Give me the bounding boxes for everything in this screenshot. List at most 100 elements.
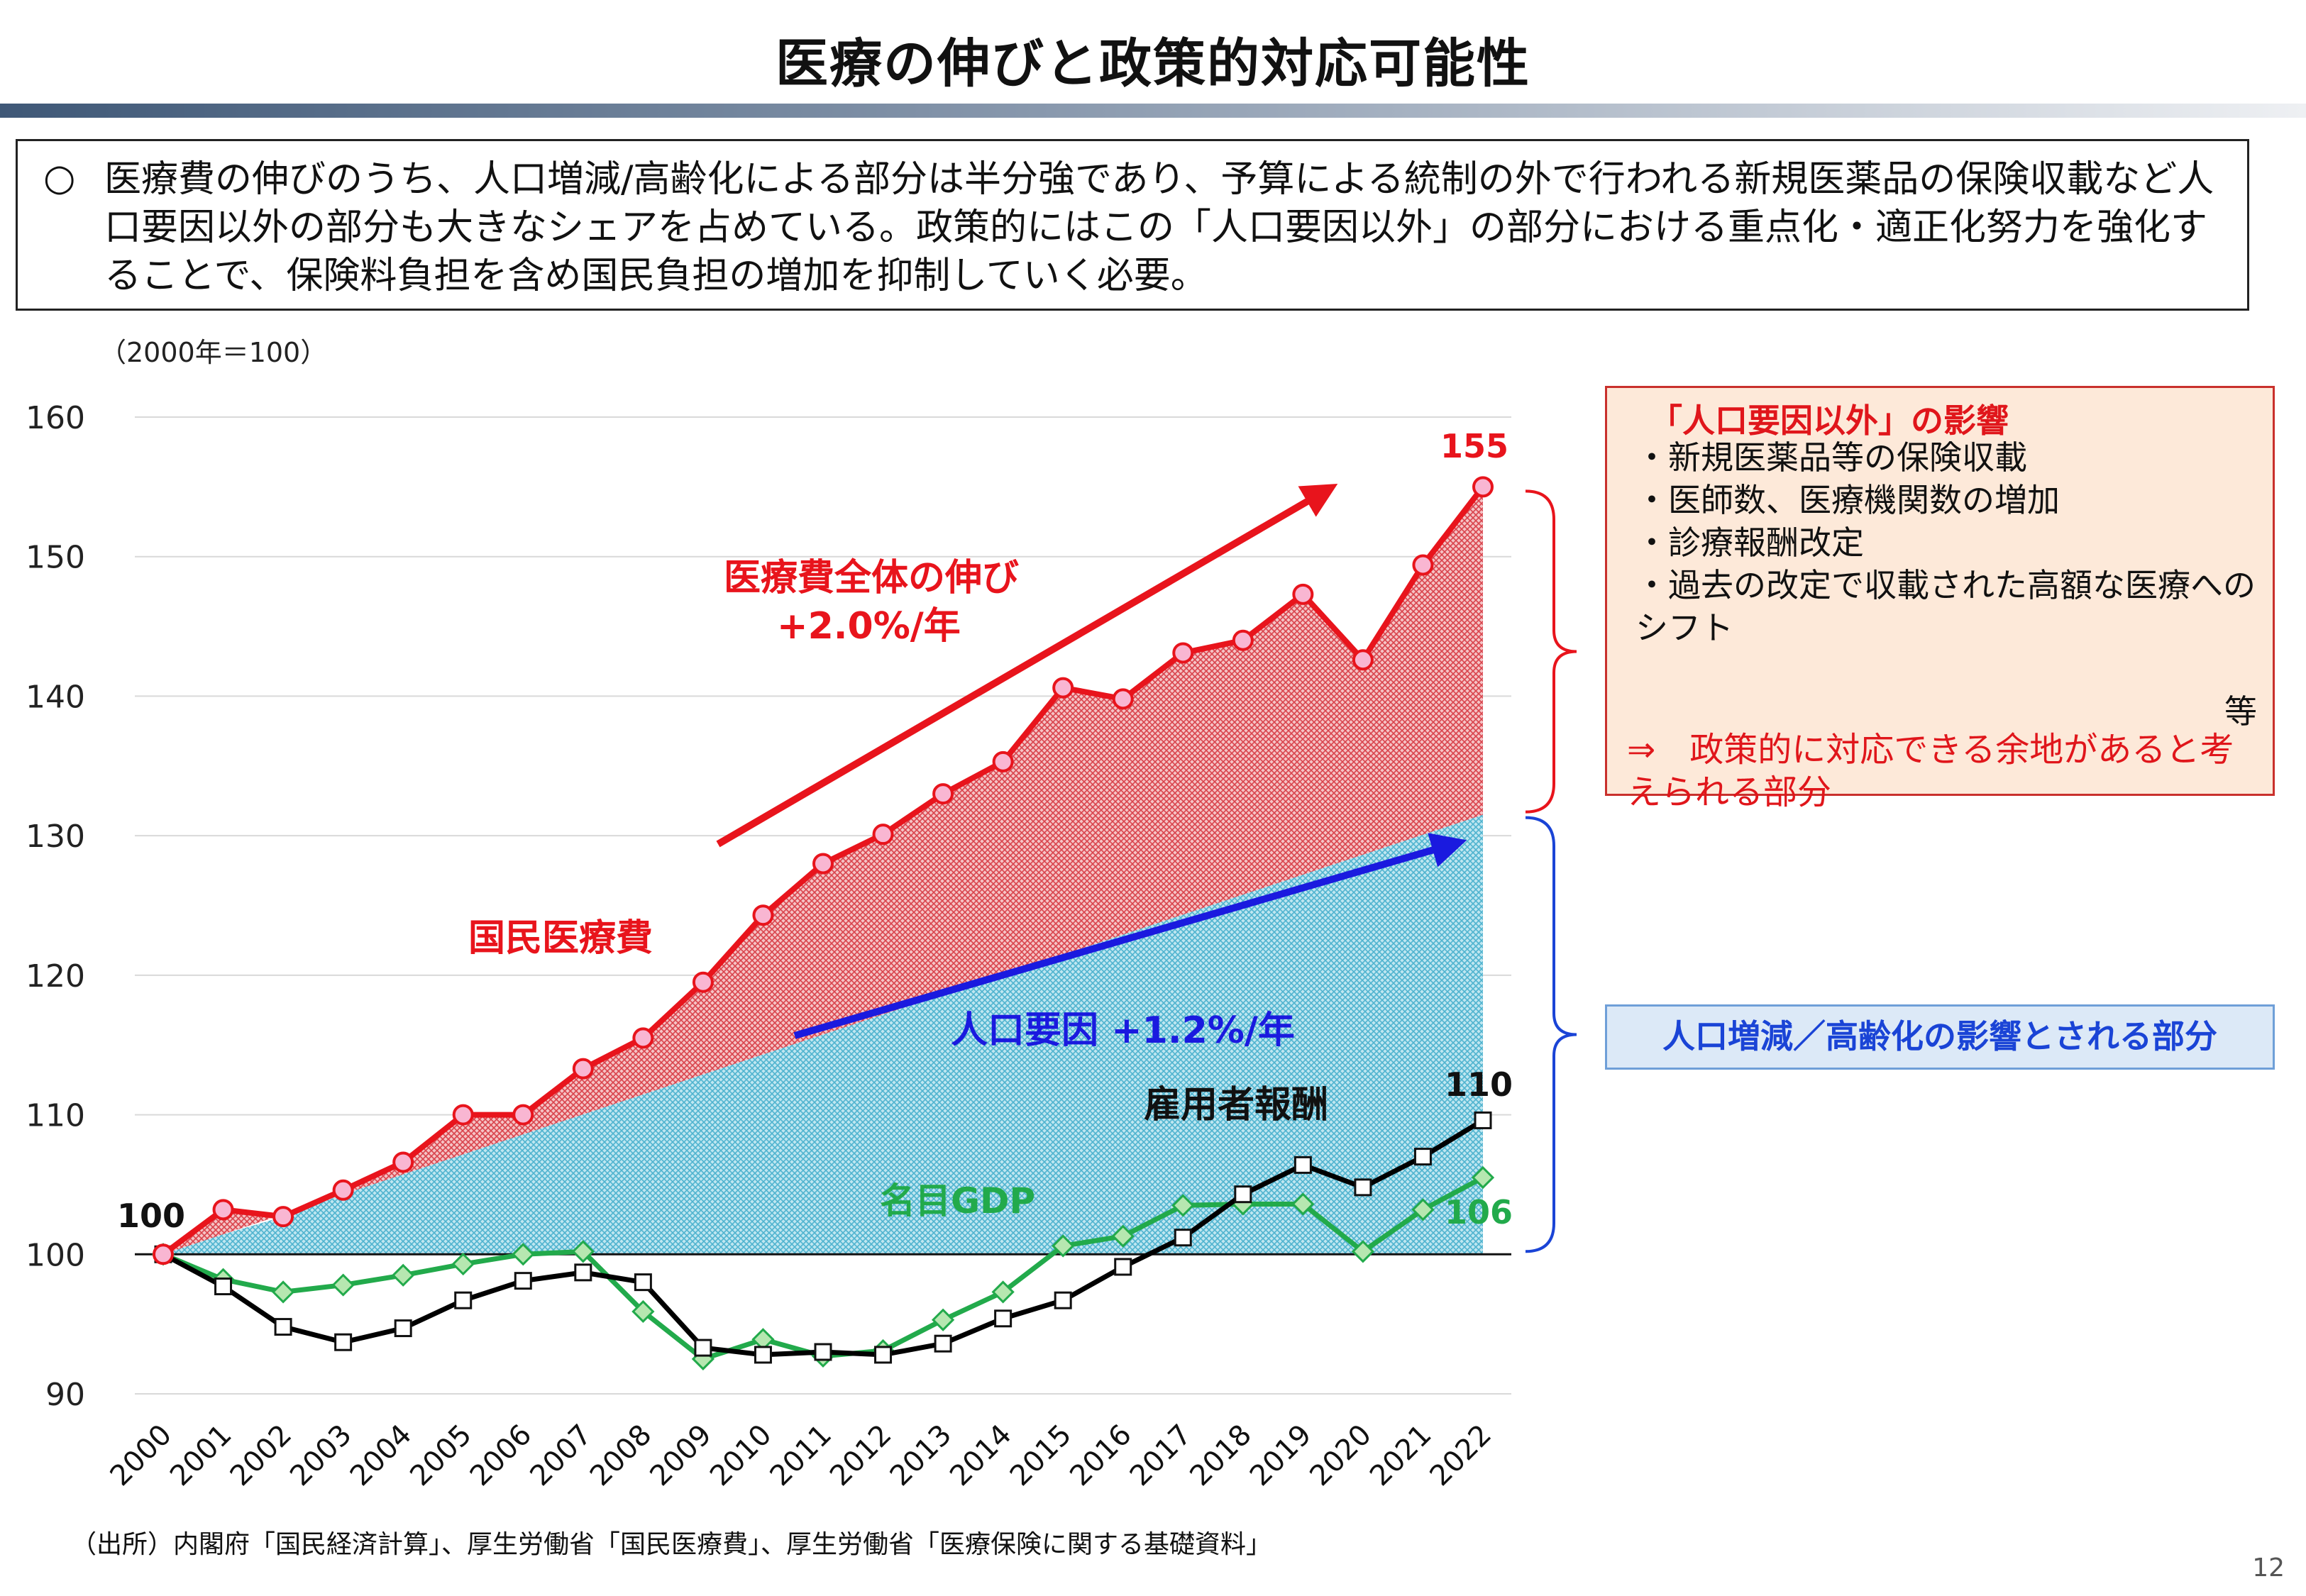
x-tick-label: 2019: [1244, 1419, 1318, 1493]
gdp-point: [1052, 1234, 1075, 1258]
blue-brace: [1525, 816, 1577, 1253]
medical-point: [1352, 649, 1374, 671]
x-tick-label: 2013: [884, 1419, 959, 1493]
y-tick-label: 130: [26, 819, 85, 855]
medical-point: [212, 1199, 234, 1221]
y-axis-labels: 90 100 110 120 130 140 150 160: [26, 400, 85, 1413]
non-population-factor-box: 「人口要因以外」の影響 新規医薬品等の保険収載 医師数、医療機関数の増加 診療報…: [1605, 386, 2275, 812]
medical-point: [1052, 677, 1074, 699]
medical-point: [1412, 554, 1434, 576]
gdp-point: [1111, 1224, 1135, 1248]
summary-box: ○ 医療費の伸びのうち、人口増減/高齢化による部分は半分強であり、予算による統制…: [16, 139, 2249, 311]
wages-point: [1114, 1258, 1132, 1276]
wages-point: [754, 1346, 772, 1364]
medical-point: [872, 824, 894, 846]
medical-point: [1472, 476, 1494, 498]
series-label-wages: 雇用者報酬: [1144, 1084, 1328, 1126]
series-label-gdp: 名目GDP: [880, 1180, 1035, 1221]
list-item: 新規医薬品等の保険収載: [1635, 436, 2260, 479]
end-label-gdp: 106: [1445, 1193, 1513, 1231]
x-tick-label: 2002: [224, 1419, 299, 1493]
x-tick-label: 2011: [764, 1419, 839, 1493]
x-tick-label: 2010: [704, 1419, 778, 1493]
medical-cost-chart: （2000年＝100） 90 100 110 120 130 140 150 160 2000…: [26, 337, 1577, 1493]
gdp-point: [271, 1280, 295, 1304]
list-item: 診療報酬改定: [1635, 521, 2260, 564]
medical-point: [752, 904, 774, 926]
x-tick-label: 2007: [524, 1419, 598, 1493]
wages-point: [1474, 1111, 1492, 1129]
y-unit-label: （2000年＝100）: [99, 337, 327, 368]
policy-conclusion: ⇒ 政策的に対応できる余地があると考えられる部分: [1627, 730, 2234, 812]
y-tick-label: 100: [26, 1237, 85, 1273]
x-tick-label: 2022: [1424, 1419, 1499, 1493]
gdp-point: [1471, 1165, 1495, 1190]
gdp-point: [931, 1308, 955, 1331]
y-tick-label: 90: [45, 1377, 85, 1413]
x-tick-label: 2003: [284, 1419, 358, 1493]
x-tick-label: 2015: [1004, 1419, 1078, 1493]
list-item: 医師数、医療機関数の増加: [1635, 479, 2260, 521]
summary-text: 医療費の伸びのうち、人口増減/高齢化による部分は半分強であり、予算による統制の外…: [104, 158, 2214, 297]
x-tick-label: 2001: [164, 1419, 238, 1493]
medical-point: [812, 853, 834, 875]
list-item: 過去の改定で収載された高額な医療へのシフト: [1635, 564, 2260, 649]
gdp-point: [451, 1252, 475, 1276]
population-factor-arrow: [793, 833, 1467, 1039]
overall-growth-arrow: [716, 483, 1338, 848]
wages-point: [334, 1333, 353, 1351]
page-number: 12: [2252, 1553, 2285, 1583]
medical-point: [1292, 583, 1314, 605]
medical-point: [272, 1206, 294, 1228]
wages-point: [994, 1309, 1013, 1328]
wages-point: [934, 1334, 952, 1353]
x-tick-label: 2018: [1184, 1419, 1258, 1493]
medical-point: [572, 1058, 594, 1080]
gdp-point: [571, 1240, 595, 1263]
y-tick-label: 140: [26, 679, 85, 715]
gdp-point: [331, 1273, 355, 1297]
wages-point: [1054, 1291, 1072, 1309]
medical-point: [1172, 642, 1194, 664]
medical-point: [153, 1243, 174, 1265]
wages-point: [394, 1319, 412, 1338]
medical-point: [692, 971, 714, 993]
gdp-point: [631, 1299, 655, 1324]
wages-point: [694, 1339, 712, 1357]
x-tick-label: 2008: [584, 1419, 658, 1493]
gdp-point: [991, 1280, 1015, 1304]
medical-point: [932, 783, 954, 805]
summary-bullet: ○: [43, 157, 76, 199]
end-label-medical: 155: [1440, 427, 1508, 465]
medical-point: [992, 750, 1014, 772]
y-tick-label: 110: [26, 1098, 85, 1134]
wages-point: [1293, 1156, 1312, 1174]
x-tick-label: 2014: [944, 1419, 1018, 1493]
gdp-point: [392, 1263, 415, 1287]
wages-point: [814, 1343, 832, 1361]
gdp-point: [1411, 1198, 1435, 1221]
page-title: 医療の伸びと政策的対応可能性: [776, 33, 1530, 94]
red-brace: [1525, 489, 1577, 814]
x-tick-label: 2009: [644, 1419, 718, 1493]
title-underline: [0, 104, 2306, 118]
medical-point: [632, 1027, 654, 1049]
x-tick-label: 2006: [464, 1419, 539, 1493]
medical-point: [392, 1151, 414, 1173]
wages-point: [634, 1273, 652, 1292]
medical-point: [512, 1104, 534, 1126]
wages-point: [1413, 1148, 1432, 1166]
wages-point: [1234, 1185, 1252, 1204]
overall-growth-title: 医療費全体の伸び: [724, 557, 1019, 599]
source-note: （出所）内閣府「国民経済計算」、厚生労働省「国民医療費」、厚生労働省「医療保険に…: [71, 1530, 1272, 1559]
start-value-label: 100: [117, 1197, 185, 1235]
series-label-medical: 国民医療費: [468, 917, 653, 960]
population-factor-box: 人口増減／高齢化の影響とされる部分: [1605, 1004, 2275, 1070]
wages-point: [874, 1346, 893, 1364]
wages-point: [214, 1278, 233, 1296]
wages-point: [1354, 1178, 1372, 1197]
gdp-point: [1351, 1240, 1375, 1263]
gdp-point: [1291, 1192, 1315, 1216]
non-population-factor-list: 新規医薬品等の保険収載 医師数、医療機関数の増加 診療報酬改定 過去の改定で収載…: [1635, 436, 2260, 649]
x-tick-label: 2016: [1064, 1419, 1138, 1493]
